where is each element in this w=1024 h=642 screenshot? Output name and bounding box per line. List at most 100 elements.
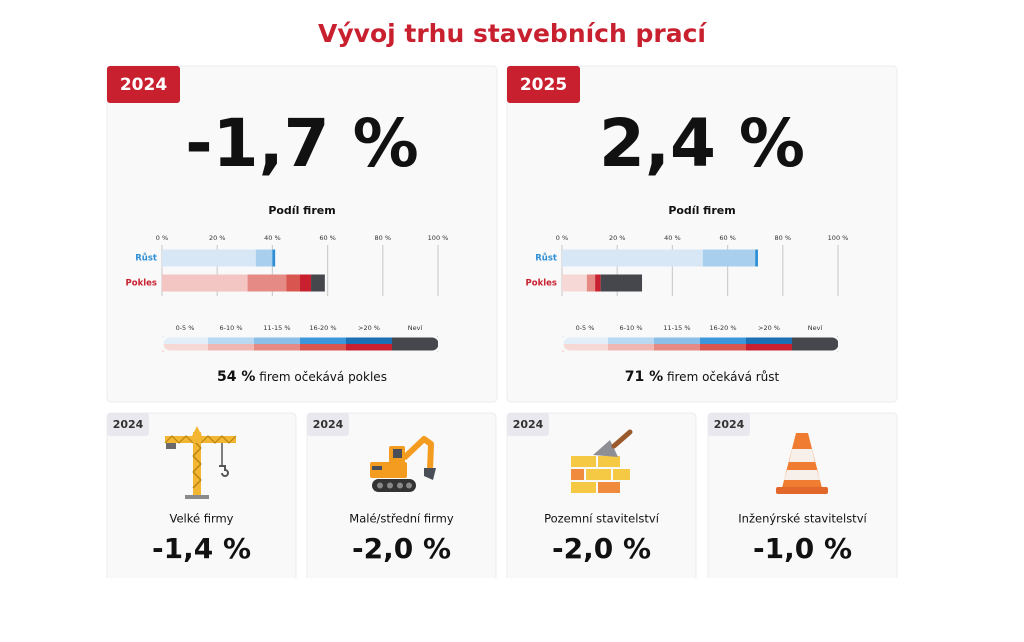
- bar-segment: [272, 249, 276, 267]
- content: Vývoj trhu stavebních prací 2024 -1,7 % Pod…: [0, 19, 1024, 642]
- legend-swatch: [162, 344, 208, 352]
- summary: 54 % firem očekává pokles: [217, 369, 387, 385]
- card-year-badge: [107, 413, 149, 436]
- excavator-icon: [370, 436, 436, 492]
- series-label: Pokles: [526, 279, 557, 289]
- legend-label: 0-5 %: [576, 324, 595, 332]
- bricks-icon: [571, 429, 633, 493]
- summary-value: 54 %: [217, 369, 255, 385]
- x-tick-label: 100 %: [828, 234, 849, 242]
- legend-swatch: [562, 344, 608, 352]
- legend-swatch: [700, 336, 746, 344]
- x-tick-label: 40 %: [664, 234, 681, 242]
- legend-label: 11-15 %: [663, 324, 690, 332]
- legend-label: 0-5 %: [176, 324, 195, 332]
- card-year-badge: [307, 413, 349, 436]
- series-label: Pokles: [126, 279, 157, 289]
- legend-outline: [560, 334, 842, 354]
- card-value: -2,0 %: [552, 532, 651, 565]
- legend-swatch: [392, 344, 438, 352]
- legend-swatch: [746, 344, 792, 352]
- series-label: Růst: [535, 253, 557, 264]
- bar-segment: [755, 249, 758, 267]
- legend-swatch: [700, 344, 746, 352]
- card-label: Pozemní stavitelství: [544, 512, 660, 526]
- card-label: Velké firmy: [169, 512, 233, 526]
- card-value: -2,0 %: [352, 532, 451, 565]
- bar-segment: [562, 249, 703, 267]
- bar-segment: [702, 249, 756, 267]
- x-tick-label: 80 %: [375, 234, 392, 242]
- x-tick-label: 0 %: [556, 234, 568, 242]
- legend-swatch: [562, 336, 608, 344]
- card-year: 2024: [313, 418, 344, 431]
- year-badge: [507, 66, 580, 103]
- summary-text: firem očekává pokles: [259, 370, 387, 384]
- headline-value: 2,4 %: [599, 105, 805, 182]
- page-title: Vývoj trhu stavebních prací: [318, 19, 707, 48]
- summary-value: 71 %: [625, 369, 663, 385]
- legend-swatch: [346, 336, 392, 344]
- card-value: -1,0 %: [753, 532, 852, 565]
- x-tick-label: 80 %: [775, 234, 792, 242]
- summary: 71 % firem očekává růst: [625, 369, 780, 385]
- bar-segment: [162, 274, 248, 292]
- legend-swatch: [208, 336, 254, 344]
- x-tick-label: 40 %: [264, 234, 281, 242]
- series-label: Růst: [135, 253, 157, 264]
- card-year: 2024: [113, 418, 144, 431]
- bar-segment: [286, 274, 300, 292]
- legend-outline: [160, 334, 442, 354]
- card-year: 2024: [513, 418, 544, 431]
- legend-label: >20 %: [358, 324, 380, 332]
- x-tick-label: 100 %: [428, 234, 449, 242]
- legend-swatch: [654, 344, 700, 352]
- year-label: 2025: [520, 75, 567, 95]
- bar-segment: [562, 274, 587, 292]
- chart-title: Podíl firem: [268, 204, 335, 217]
- legend-swatch: [392, 336, 438, 344]
- bar-segment: [595, 274, 601, 292]
- legend-label: 16-20 %: [309, 324, 336, 332]
- legend-label: Neví: [408, 324, 423, 332]
- legend-label: 6-10 %: [220, 324, 243, 332]
- x-tick-label: 20 %: [609, 234, 626, 242]
- card-value: -1,4 %: [152, 532, 251, 565]
- legend-swatch: [300, 344, 346, 352]
- bar-segment: [300, 274, 312, 292]
- legend-swatch: [792, 344, 838, 352]
- legend-swatch: [608, 336, 654, 344]
- legend-label: >20 %: [758, 324, 780, 332]
- legend-swatch: [346, 344, 392, 352]
- x-tick-label: 60 %: [319, 234, 336, 242]
- legend-label: 11-15 %: [263, 324, 290, 332]
- legend-swatch: [254, 344, 300, 352]
- bar-segment: [255, 249, 273, 267]
- year-badge: [107, 66, 180, 103]
- cone-icon: [776, 433, 828, 494]
- card-label: Malé/střední firmy: [349, 512, 454, 526]
- year-label: 2024: [120, 75, 167, 95]
- summary-text: firem očekává růst: [667, 370, 780, 384]
- card-year: 2024: [714, 418, 745, 431]
- panel-background: [506, 65, 898, 403]
- card-year-badge: [507, 413, 549, 436]
- crane-icon: [164, 426, 237, 499]
- bar-segment: [247, 274, 287, 292]
- legend-swatch: [254, 336, 300, 344]
- bar-segment: [586, 274, 596, 292]
- bar-segment: [162, 249, 256, 267]
- headline-value: -1,7 %: [185, 105, 418, 182]
- panel-background: [106, 65, 498, 403]
- legend-label: 16-20 %: [709, 324, 736, 332]
- bar-segment: [600, 274, 643, 292]
- legend-swatch: [208, 344, 254, 352]
- chart-title: Podíl firem: [668, 204, 735, 217]
- card-year-badge: [708, 413, 750, 436]
- card-label: Inženýrské stavitelství: [738, 512, 867, 526]
- legend-swatch: [792, 336, 838, 344]
- legend-swatch: [654, 336, 700, 344]
- x-tick-label: 0 %: [156, 234, 168, 242]
